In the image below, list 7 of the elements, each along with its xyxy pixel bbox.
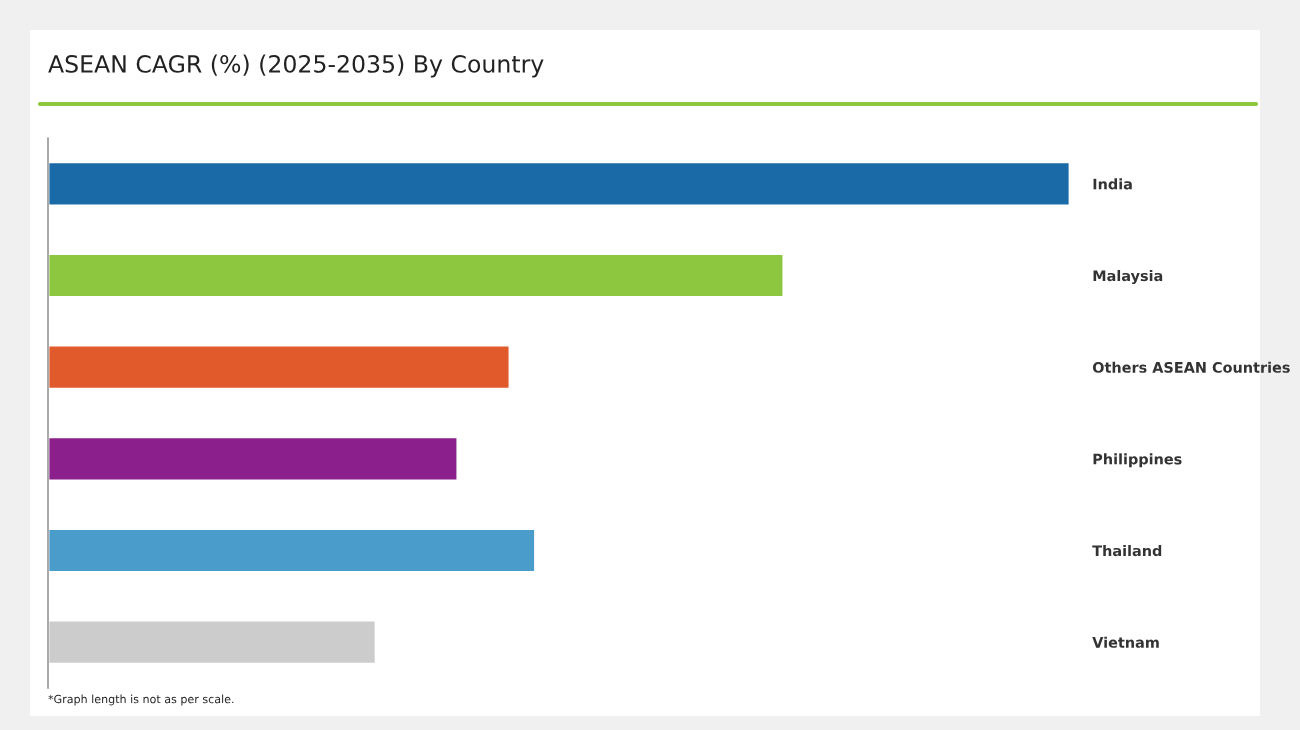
bar bbox=[48, 252, 786, 299]
bar bbox=[48, 160, 1070, 208]
bar bbox=[48, 343, 512, 391]
bar bbox=[48, 618, 378, 666]
bar bbox=[48, 527, 537, 574]
bar bbox=[48, 435, 460, 483]
chart-title: ASEAN CAGR (%) (2025-2035) By Country bbox=[48, 54, 544, 78]
